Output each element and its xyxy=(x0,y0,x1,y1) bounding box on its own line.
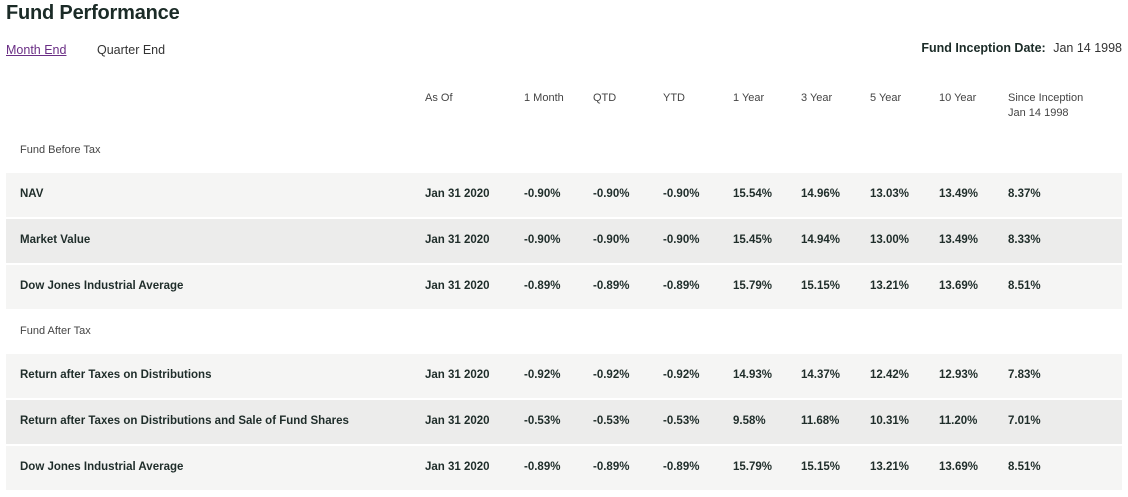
column-header-qtd: QTD xyxy=(593,92,617,104)
cell-since-inception: 8.37% xyxy=(1008,188,1041,200)
cell-10-year: 12.93% xyxy=(939,369,979,381)
cell-10-year: 13.49% xyxy=(939,188,979,200)
fund-inception-date: Fund Inception Date: Jan 14 1998 xyxy=(921,41,1122,55)
page-title: Fund Performance xyxy=(6,2,180,24)
column-header-as-of: As Of xyxy=(425,92,453,104)
cell-as-of: Jan 31 2020 xyxy=(425,188,490,200)
cell-1-year: 15.45% xyxy=(733,234,773,246)
column-header-5-year: 5 Year xyxy=(870,92,902,104)
row-name: Dow Jones Industrial Average xyxy=(20,461,184,473)
column-header-1-year: 1 Year xyxy=(733,92,765,104)
row-name: Return after Taxes on Distributions xyxy=(20,369,212,381)
table-row: Dow Jones Industrial Average Jan 31 2020… xyxy=(6,446,1122,490)
cell-since-inception: 8.33% xyxy=(1008,234,1041,246)
cell-5-year: 13.21% xyxy=(870,461,910,473)
cell-1-year: 14.93% xyxy=(733,369,773,381)
cell-qtd: -0.90% xyxy=(593,188,630,200)
section-label-before-tax: Fund Before Tax xyxy=(20,144,101,156)
cell-ytd: -0.90% xyxy=(663,188,700,200)
cell-3-year: 15.15% xyxy=(801,461,841,473)
cell-as-of: Jan 31 2020 xyxy=(425,461,490,473)
table-row: Return after Taxes on Distributions Jan … xyxy=(6,354,1122,398)
cell-qtd: -0.89% xyxy=(593,280,630,292)
cell-1-month: -0.90% xyxy=(524,188,561,200)
cell-3-year: 14.37% xyxy=(801,369,841,381)
cell-3-year: 14.96% xyxy=(801,188,841,200)
fund-inception-value: Jan 14 1998 xyxy=(1053,41,1122,55)
cell-since-inception: 7.01% xyxy=(1008,415,1041,427)
cell-qtd: -0.89% xyxy=(593,461,630,473)
row-name: NAV xyxy=(20,188,44,200)
cell-1-month: -0.89% xyxy=(524,280,561,292)
cell-as-of: Jan 31 2020 xyxy=(425,369,490,381)
column-header-since-inception: Since Inception Jan 14 1998 xyxy=(1008,91,1083,121)
cell-3-year: 15.15% xyxy=(801,280,841,292)
cell-5-year: 12.42% xyxy=(870,369,910,381)
table-row: Dow Jones Industrial Average Jan 31 2020… xyxy=(6,265,1122,309)
cell-5-year: 13.21% xyxy=(870,280,910,292)
cell-since-inception: 8.51% xyxy=(1008,280,1041,292)
cell-qtd: -0.90% xyxy=(593,234,630,246)
row-name: Return after Taxes on Distributions and … xyxy=(20,415,349,427)
section-label-after-tax: Fund After Tax xyxy=(20,325,91,337)
table-row: NAV Jan 31 2020 -0.90% -0.90% -0.90% 15.… xyxy=(6,173,1122,217)
cell-1-month: -0.53% xyxy=(524,415,561,427)
fund-inception-label: Fund Inception Date: xyxy=(921,41,1046,55)
tab-month-end[interactable]: Month End xyxy=(6,43,67,57)
cell-1-month: -0.92% xyxy=(524,369,561,381)
cell-1-year: 15.54% xyxy=(733,188,773,200)
cell-10-year: 11.20% xyxy=(939,415,978,427)
tab-quarter-end[interactable]: Quarter End xyxy=(97,43,166,57)
cell-since-inception: 8.51% xyxy=(1008,461,1041,473)
cell-ytd: -0.90% xyxy=(663,234,700,246)
cell-3-year: 11.68% xyxy=(801,415,840,427)
cell-1-month: -0.89% xyxy=(524,461,561,473)
table-row: Market Value Jan 31 2020 -0.90% -0.90% -… xyxy=(6,219,1122,263)
cell-10-year: 13.69% xyxy=(939,280,979,292)
cell-ytd: -0.89% xyxy=(663,280,700,292)
row-name: Market Value xyxy=(20,234,91,246)
cell-10-year: 13.69% xyxy=(939,461,979,473)
since-inception-date: Jan 14 1998 xyxy=(1008,107,1069,119)
cell-5-year: 10.31% xyxy=(870,415,910,427)
column-header-1-month: 1 Month xyxy=(524,92,564,104)
cell-5-year: 13.03% xyxy=(870,188,910,200)
row-name: Dow Jones Industrial Average xyxy=(20,280,184,292)
cell-1-year: 15.79% xyxy=(733,461,773,473)
cell-as-of: Jan 31 2020 xyxy=(425,234,490,246)
cell-3-year: 14.94% xyxy=(801,234,841,246)
table-row: Return after Taxes on Distributions and … xyxy=(6,400,1122,444)
cell-1-month: -0.90% xyxy=(524,234,561,246)
column-header-10-year: 10 Year xyxy=(939,92,977,104)
cell-1-year: 15.79% xyxy=(733,280,773,292)
cell-qtd: -0.92% xyxy=(593,369,630,381)
cell-as-of: Jan 31 2020 xyxy=(425,280,490,292)
cell-5-year: 13.00% xyxy=(870,234,910,246)
cell-1-year: 9.58% xyxy=(733,415,766,427)
cell-ytd: -0.89% xyxy=(663,461,700,473)
cell-ytd: -0.53% xyxy=(663,415,700,427)
cell-qtd: -0.53% xyxy=(593,415,630,427)
column-header-3-year: 3 Year xyxy=(801,92,833,104)
cell-10-year: 13.49% xyxy=(939,234,979,246)
cell-ytd: -0.92% xyxy=(663,369,700,381)
cell-as-of: Jan 31 2020 xyxy=(425,415,490,427)
column-header-ytd: YTD xyxy=(663,92,685,104)
cell-since-inception: 7.83% xyxy=(1008,369,1041,381)
since-inception-label: Since Inception xyxy=(1008,92,1084,104)
